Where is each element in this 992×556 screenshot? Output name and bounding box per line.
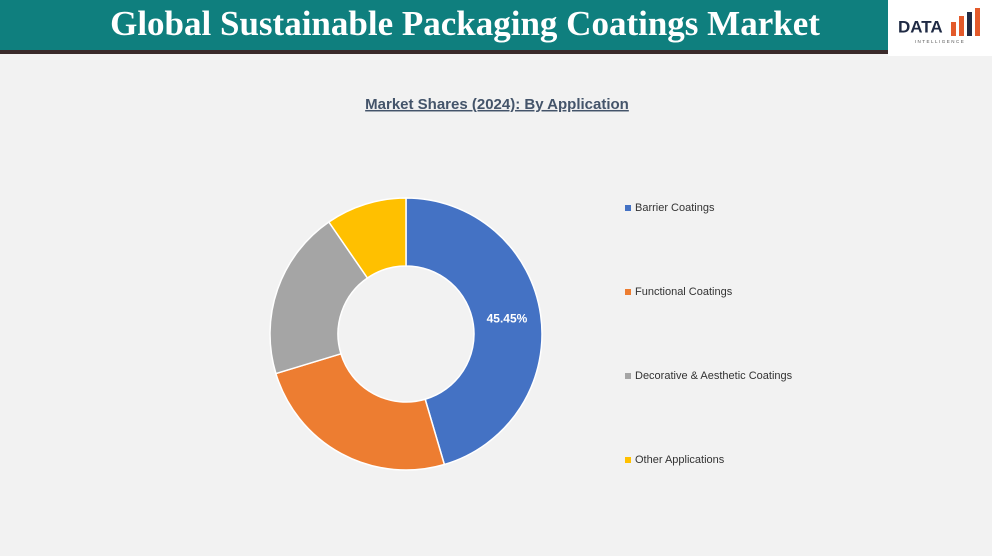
- legend-label: Barrier Coatings: [635, 202, 715, 214]
- logo-text: DATA: [898, 17, 943, 36]
- legend-label: Functional Coatings: [635, 286, 733, 298]
- data-label: 45.45%: [487, 312, 528, 326]
- legend-marker: [625, 205, 631, 211]
- legend-label: Other Applications: [635, 454, 725, 466]
- page-title: Global Sustainable Packaging Coatings Ma…: [110, 4, 820, 43]
- logo-bar: [951, 22, 956, 36]
- legend-marker: [625, 457, 631, 463]
- donut-segment: [274, 352, 446, 471]
- header-band: [0, 0, 992, 50]
- legend-marker: [625, 289, 631, 295]
- header-rule: [0, 50, 992, 54]
- logo-box: [888, 0, 992, 56]
- logo-subtext: INTELLIGENCE: [915, 39, 966, 44]
- logo-bar: [967, 12, 972, 36]
- chart-title: Market Shares (2024): By Application: [365, 96, 629, 113]
- legend-label: Decorative & Aesthetic Coatings: [635, 370, 793, 382]
- donut-segment: [405, 197, 543, 466]
- logo-bar: [959, 16, 964, 36]
- legend-marker: [625, 373, 631, 379]
- logo-bar: [975, 8, 980, 36]
- donut-segment: [269, 220, 369, 375]
- donut-segment: [327, 197, 407, 280]
